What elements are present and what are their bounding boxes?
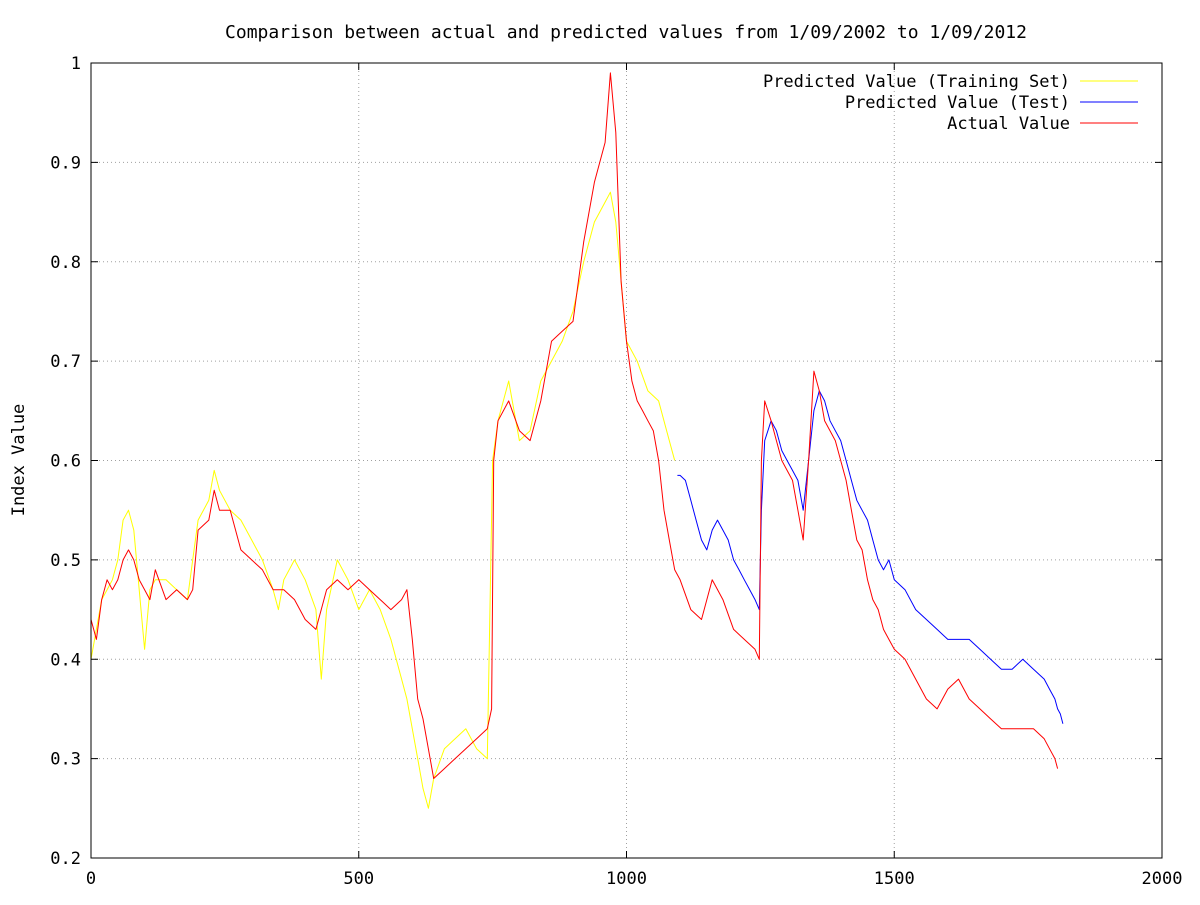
x-tick-label: 1500 [874,869,915,889]
y-tick-label: 0.5 [50,551,81,571]
y-tick-label: 0.3 [50,750,81,770]
series-line-1 [90,191,676,809]
x-tick-label: 500 [343,869,374,889]
y-axis-label: Index Value [9,404,29,517]
series-group [90,72,1064,809]
x-tick-label: 2000 [1142,869,1183,889]
grid [91,63,1162,858]
x-tick-label: 1000 [606,869,647,889]
x-tick-label: 0 [86,869,96,889]
chart-title: Comparison between actual and predicted … [225,22,1027,43]
legend: Predicted Value (Training Set)Predicted … [763,72,1138,134]
y-tick-label: 0.7 [50,352,81,372]
ticks: 0 500 1000 1500 2000 0.2 0.3 0.4 0.5 0.6 0.7 0.8 0.9… [50,54,1182,889]
legend-label: Predicted Value (Test) [845,93,1070,113]
y-tick-label: 0.2 [50,849,81,869]
y-tick-label: 0.8 [50,253,81,273]
series-line-3 [90,72,1059,779]
y-tick-label: 0.6 [50,452,81,472]
legend-label: Predicted Value (Training Set) [763,72,1070,92]
legend-label: Actual Value [947,114,1070,134]
series-line-2 [677,390,1064,724]
y-tick-label: 0.9 [50,153,81,173]
y-tick-label: 1 [71,54,81,74]
y-tick-label: 0.4 [50,650,81,670]
